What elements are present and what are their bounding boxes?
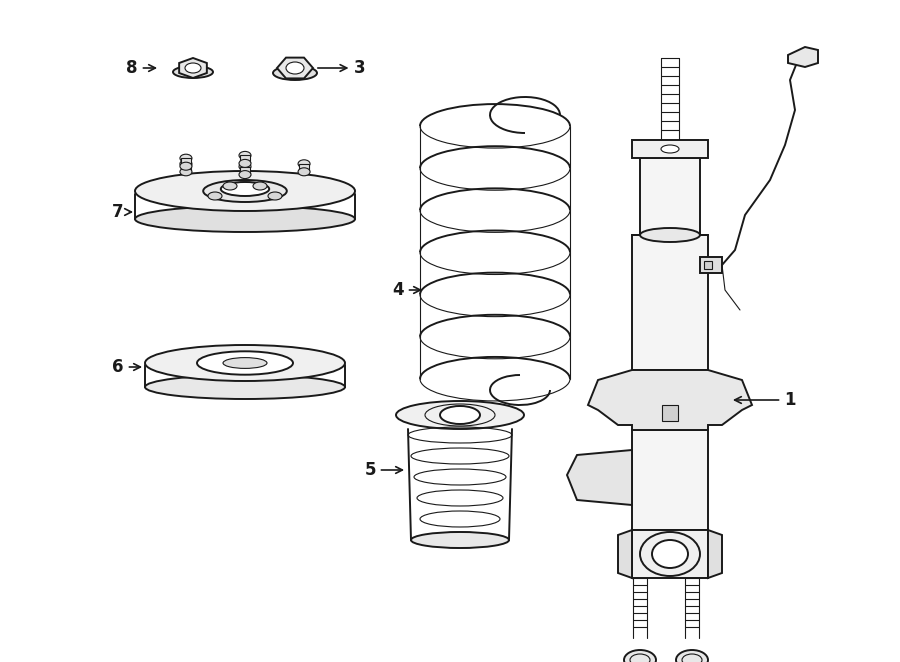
Polygon shape [708,530,722,578]
Bar [632,530,708,578]
Ellipse shape [223,357,267,368]
Polygon shape [588,370,752,430]
Ellipse shape [135,206,355,232]
Ellipse shape [203,180,287,202]
Ellipse shape [239,152,251,160]
Polygon shape [277,58,313,78]
Ellipse shape [661,145,679,153]
Ellipse shape [239,163,251,171]
Ellipse shape [268,192,282,200]
Text: 2: 2 [0,661,1,662]
Bar [632,235,708,370]
Ellipse shape [676,650,708,662]
Ellipse shape [286,62,304,74]
Text: 4: 4 [392,281,420,299]
Polygon shape [179,58,207,78]
Bar [240,156,250,164]
Bar [640,158,700,235]
Text: 5: 5 [364,461,402,479]
Ellipse shape [145,375,345,399]
Ellipse shape [223,182,237,190]
Text: 8: 8 [126,59,156,77]
Bar [181,164,191,172]
Ellipse shape [135,171,355,211]
Ellipse shape [624,650,656,662]
Bar [632,140,708,158]
Ellipse shape [440,406,480,424]
Bar [700,257,722,273]
Ellipse shape [396,401,524,429]
Text: 7: 7 [112,203,131,221]
Ellipse shape [652,540,688,568]
Text: 3: 3 [318,59,365,77]
Bar [704,261,712,269]
Ellipse shape [180,154,192,162]
Ellipse shape [298,160,310,167]
Bar [632,430,708,530]
Ellipse shape [253,182,267,190]
Ellipse shape [298,167,310,176]
Text: 1: 1 [734,391,796,409]
Ellipse shape [640,532,700,576]
Ellipse shape [640,228,700,242]
Ellipse shape [185,63,201,73]
Polygon shape [788,47,818,67]
Ellipse shape [180,167,192,176]
Ellipse shape [180,162,192,170]
Ellipse shape [239,160,251,167]
Ellipse shape [173,66,213,78]
Bar [299,164,309,172]
Ellipse shape [180,160,192,167]
Bar [240,167,250,175]
Text: 6: 6 [112,358,140,376]
Polygon shape [567,450,632,505]
Ellipse shape [145,345,345,381]
Ellipse shape [411,532,509,548]
Bar [662,405,678,421]
Ellipse shape [273,66,317,80]
Bar [181,158,191,166]
Polygon shape [618,530,632,578]
Ellipse shape [220,182,269,196]
Ellipse shape [239,171,251,179]
Ellipse shape [208,192,222,200]
Ellipse shape [197,352,293,375]
